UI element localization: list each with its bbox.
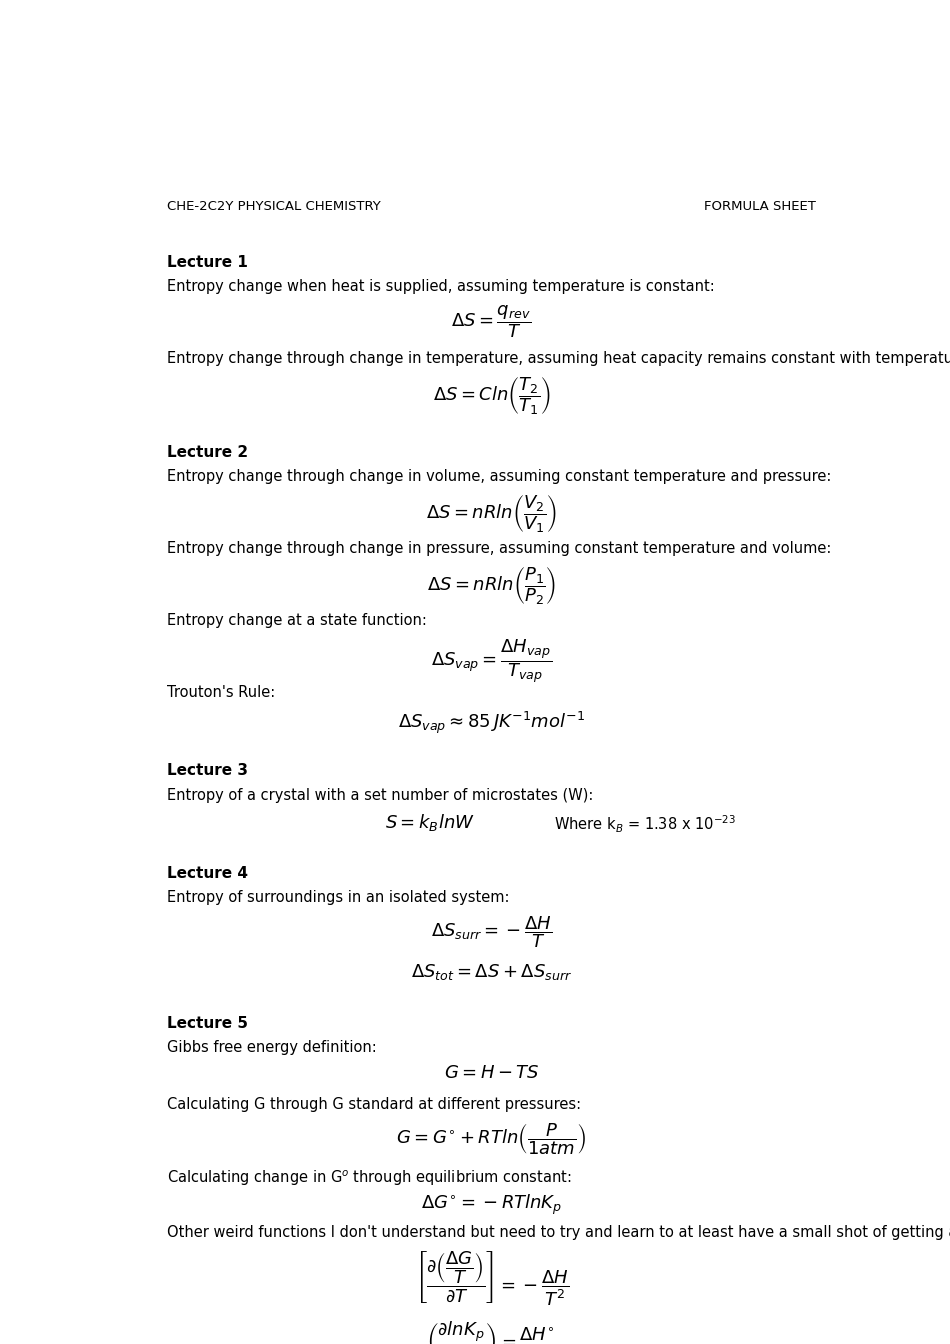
Text: $\Delta S = Cln\left(\dfrac{T_2}{T_1}\right)$: $\Delta S = Cln\left(\dfrac{T_2}{T_1}\ri… — [432, 376, 551, 418]
Text: $G = G^{\circ} + RTln\left(\dfrac{P}{1atm}\right)$: $G = G^{\circ} + RTln\left(\dfrac{P}{1at… — [396, 1121, 587, 1157]
Text: $\left[\dfrac{\partial\left(\dfrac{\Delta G}{T}\right)}{\partial T}\right] = -\d: $\left[\dfrac{\partial\left(\dfrac{\Delt… — [414, 1250, 568, 1308]
Text: $G = H - TS$: $G = H - TS$ — [444, 1064, 540, 1082]
Text: Entropy change when heat is supplied, assuming temperature is constant:: Entropy change when heat is supplied, as… — [167, 280, 714, 294]
Text: FORMULA SHEET: FORMULA SHEET — [704, 200, 816, 212]
Text: $\Delta S = nRln\left(\dfrac{V_2}{V_1}\right)$: $\Delta S = nRln\left(\dfrac{V_2}{V_1}\r… — [427, 493, 557, 535]
Text: Lecture 4: Lecture 4 — [167, 866, 248, 880]
Text: Other weird functions I don't understand but need to try and learn to at least h: Other weird functions I don't understand… — [167, 1226, 950, 1241]
Text: $\left(\dfrac{\partial lnK_p}{\partial T}\right) = \dfrac{\Delta H^{\circ}}{RT^2: $\left(\dfrac{\partial lnK_p}{\partial T… — [426, 1318, 557, 1344]
Text: Lecture 2: Lecture 2 — [167, 445, 248, 460]
Text: Trouton's Rule:: Trouton's Rule: — [167, 685, 276, 700]
Text: Entropy of a crystal with a set number of microstates (W):: Entropy of a crystal with a set number o… — [167, 788, 593, 802]
Text: $\Delta S = \dfrac{q_{rev}}{T}$: $\Delta S = \dfrac{q_{rev}}{T}$ — [451, 304, 532, 340]
Text: $\Delta S = nRln\left(\dfrac{P_1}{P_2}\right)$: $\Delta S = nRln\left(\dfrac{P_1}{P_2}\r… — [427, 566, 556, 607]
Text: Lecture 3: Lecture 3 — [167, 763, 248, 778]
Text: $\Delta S_{vap} \approx 85\,JK^{-1}mol^{-1}$: $\Delta S_{vap} \approx 85\,JK^{-1}mol^{… — [398, 710, 585, 735]
Text: Calculating change in G$^{o}$ through equilibrium constant:: Calculating change in G$^{o}$ through eq… — [167, 1169, 571, 1188]
Text: $\Delta S_{surr} = -\dfrac{\Delta H}{T}$: $\Delta S_{surr} = -\dfrac{\Delta H}{T}$ — [431, 914, 552, 950]
Text: Where k$_B$ = 1.38 x 10$^{-23}$: Where k$_B$ = 1.38 x 10$^{-23}$ — [554, 813, 735, 835]
Text: $\Delta S_{tot} = \Delta S + \Delta S_{surr}$: $\Delta S_{tot} = \Delta S + \Delta S_{s… — [411, 962, 572, 982]
Text: $\Delta G^{\circ} = -RTlnK_p$: $\Delta G^{\circ} = -RTlnK_p$ — [421, 1193, 562, 1218]
Text: Entropy change through change in temperature, assuming heat capacity remains con: Entropy change through change in tempera… — [167, 352, 950, 367]
Text: $S = k_B lnW$: $S = k_B lnW$ — [385, 812, 474, 833]
Text: $\Delta S_{vap} = \dfrac{\Delta H_{vap}}{T_{vap}}$: $\Delta S_{vap} = \dfrac{\Delta H_{vap}}… — [431, 637, 552, 685]
Text: Gibbs free energy definition:: Gibbs free energy definition: — [167, 1040, 376, 1055]
Text: Entropy change at a state function:: Entropy change at a state function: — [167, 613, 427, 628]
Text: CHE-2C2Y PHYSICAL CHEMISTRY: CHE-2C2Y PHYSICAL CHEMISTRY — [167, 200, 381, 212]
Text: Calculating G through G standard at different pressures:: Calculating G through G standard at diff… — [167, 1097, 580, 1111]
Text: Entropy of surroundings in an isolated system:: Entropy of surroundings in an isolated s… — [167, 890, 509, 905]
Text: Entropy change through change in pressure, assuming constant temperature and vol: Entropy change through change in pressur… — [167, 542, 831, 556]
Text: Lecture 1: Lecture 1 — [167, 255, 248, 270]
Text: Lecture 5: Lecture 5 — [167, 1016, 248, 1031]
Text: Entropy change through change in volume, assuming constant temperature and press: Entropy change through change in volume,… — [167, 469, 831, 484]
